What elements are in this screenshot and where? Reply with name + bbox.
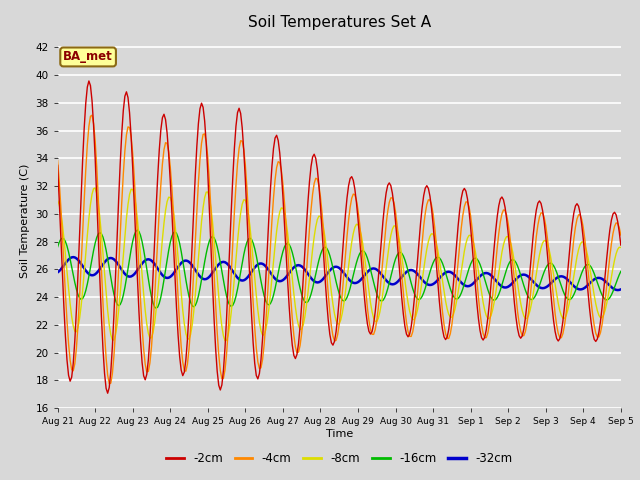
-4cm bbox=[69, 368, 77, 374]
-2cm bbox=[85, 78, 93, 84]
-4cm bbox=[162, 140, 170, 145]
X-axis label: Time: Time bbox=[326, 429, 353, 439]
-32cm bbox=[69, 254, 77, 260]
-8cm bbox=[617, 245, 625, 251]
Line: -2cm: -2cm bbox=[58, 81, 621, 393]
-16cm bbox=[409, 286, 417, 291]
-32cm bbox=[54, 269, 61, 275]
-16cm bbox=[396, 250, 404, 255]
-8cm bbox=[396, 242, 404, 248]
-16cm bbox=[551, 265, 559, 271]
-8cm bbox=[378, 300, 385, 306]
-32cm bbox=[407, 267, 415, 273]
-4cm bbox=[551, 311, 559, 316]
Line: -4cm: -4cm bbox=[58, 115, 621, 384]
-32cm bbox=[71, 254, 79, 260]
-2cm bbox=[69, 360, 77, 366]
-32cm bbox=[550, 278, 557, 284]
-8cm bbox=[69, 323, 77, 329]
-2cm bbox=[104, 390, 111, 396]
-32cm bbox=[395, 278, 403, 284]
-32cm bbox=[614, 287, 621, 293]
Legend: -2cm, -4cm, -8cm, -16cm, -32cm: -2cm, -4cm, -8cm, -16cm, -32cm bbox=[161, 447, 517, 469]
-16cm bbox=[152, 305, 160, 311]
-16cm bbox=[69, 272, 77, 278]
-32cm bbox=[617, 287, 625, 292]
Title: Soil Temperatures Set A: Soil Temperatures Set A bbox=[248, 15, 431, 30]
Line: -16cm: -16cm bbox=[58, 230, 621, 308]
-2cm bbox=[551, 329, 559, 335]
-8cm bbox=[551, 282, 559, 288]
-32cm bbox=[160, 274, 168, 279]
-4cm bbox=[106, 381, 113, 386]
-2cm bbox=[54, 162, 61, 168]
-16cm bbox=[134, 227, 141, 233]
Line: -32cm: -32cm bbox=[58, 257, 621, 290]
-2cm bbox=[162, 117, 170, 122]
-8cm bbox=[54, 198, 61, 204]
Line: -8cm: -8cm bbox=[58, 188, 621, 341]
-8cm bbox=[92, 185, 99, 191]
-8cm bbox=[409, 317, 417, 323]
-8cm bbox=[221, 338, 229, 344]
-4cm bbox=[88, 112, 96, 118]
-4cm bbox=[378, 272, 385, 278]
-4cm bbox=[396, 255, 404, 261]
Text: BA_met: BA_met bbox=[63, 50, 113, 63]
-4cm bbox=[54, 157, 61, 163]
-4cm bbox=[409, 329, 417, 335]
-16cm bbox=[54, 244, 61, 250]
-32cm bbox=[376, 270, 384, 276]
-2cm bbox=[396, 277, 404, 283]
-16cm bbox=[378, 298, 385, 304]
Y-axis label: Soil Temperature (C): Soil Temperature (C) bbox=[20, 164, 30, 278]
-16cm bbox=[617, 268, 625, 274]
-2cm bbox=[409, 312, 417, 318]
-2cm bbox=[378, 236, 385, 242]
-8cm bbox=[160, 220, 168, 226]
-16cm bbox=[162, 267, 170, 273]
-2cm bbox=[617, 242, 625, 248]
-4cm bbox=[617, 232, 625, 238]
